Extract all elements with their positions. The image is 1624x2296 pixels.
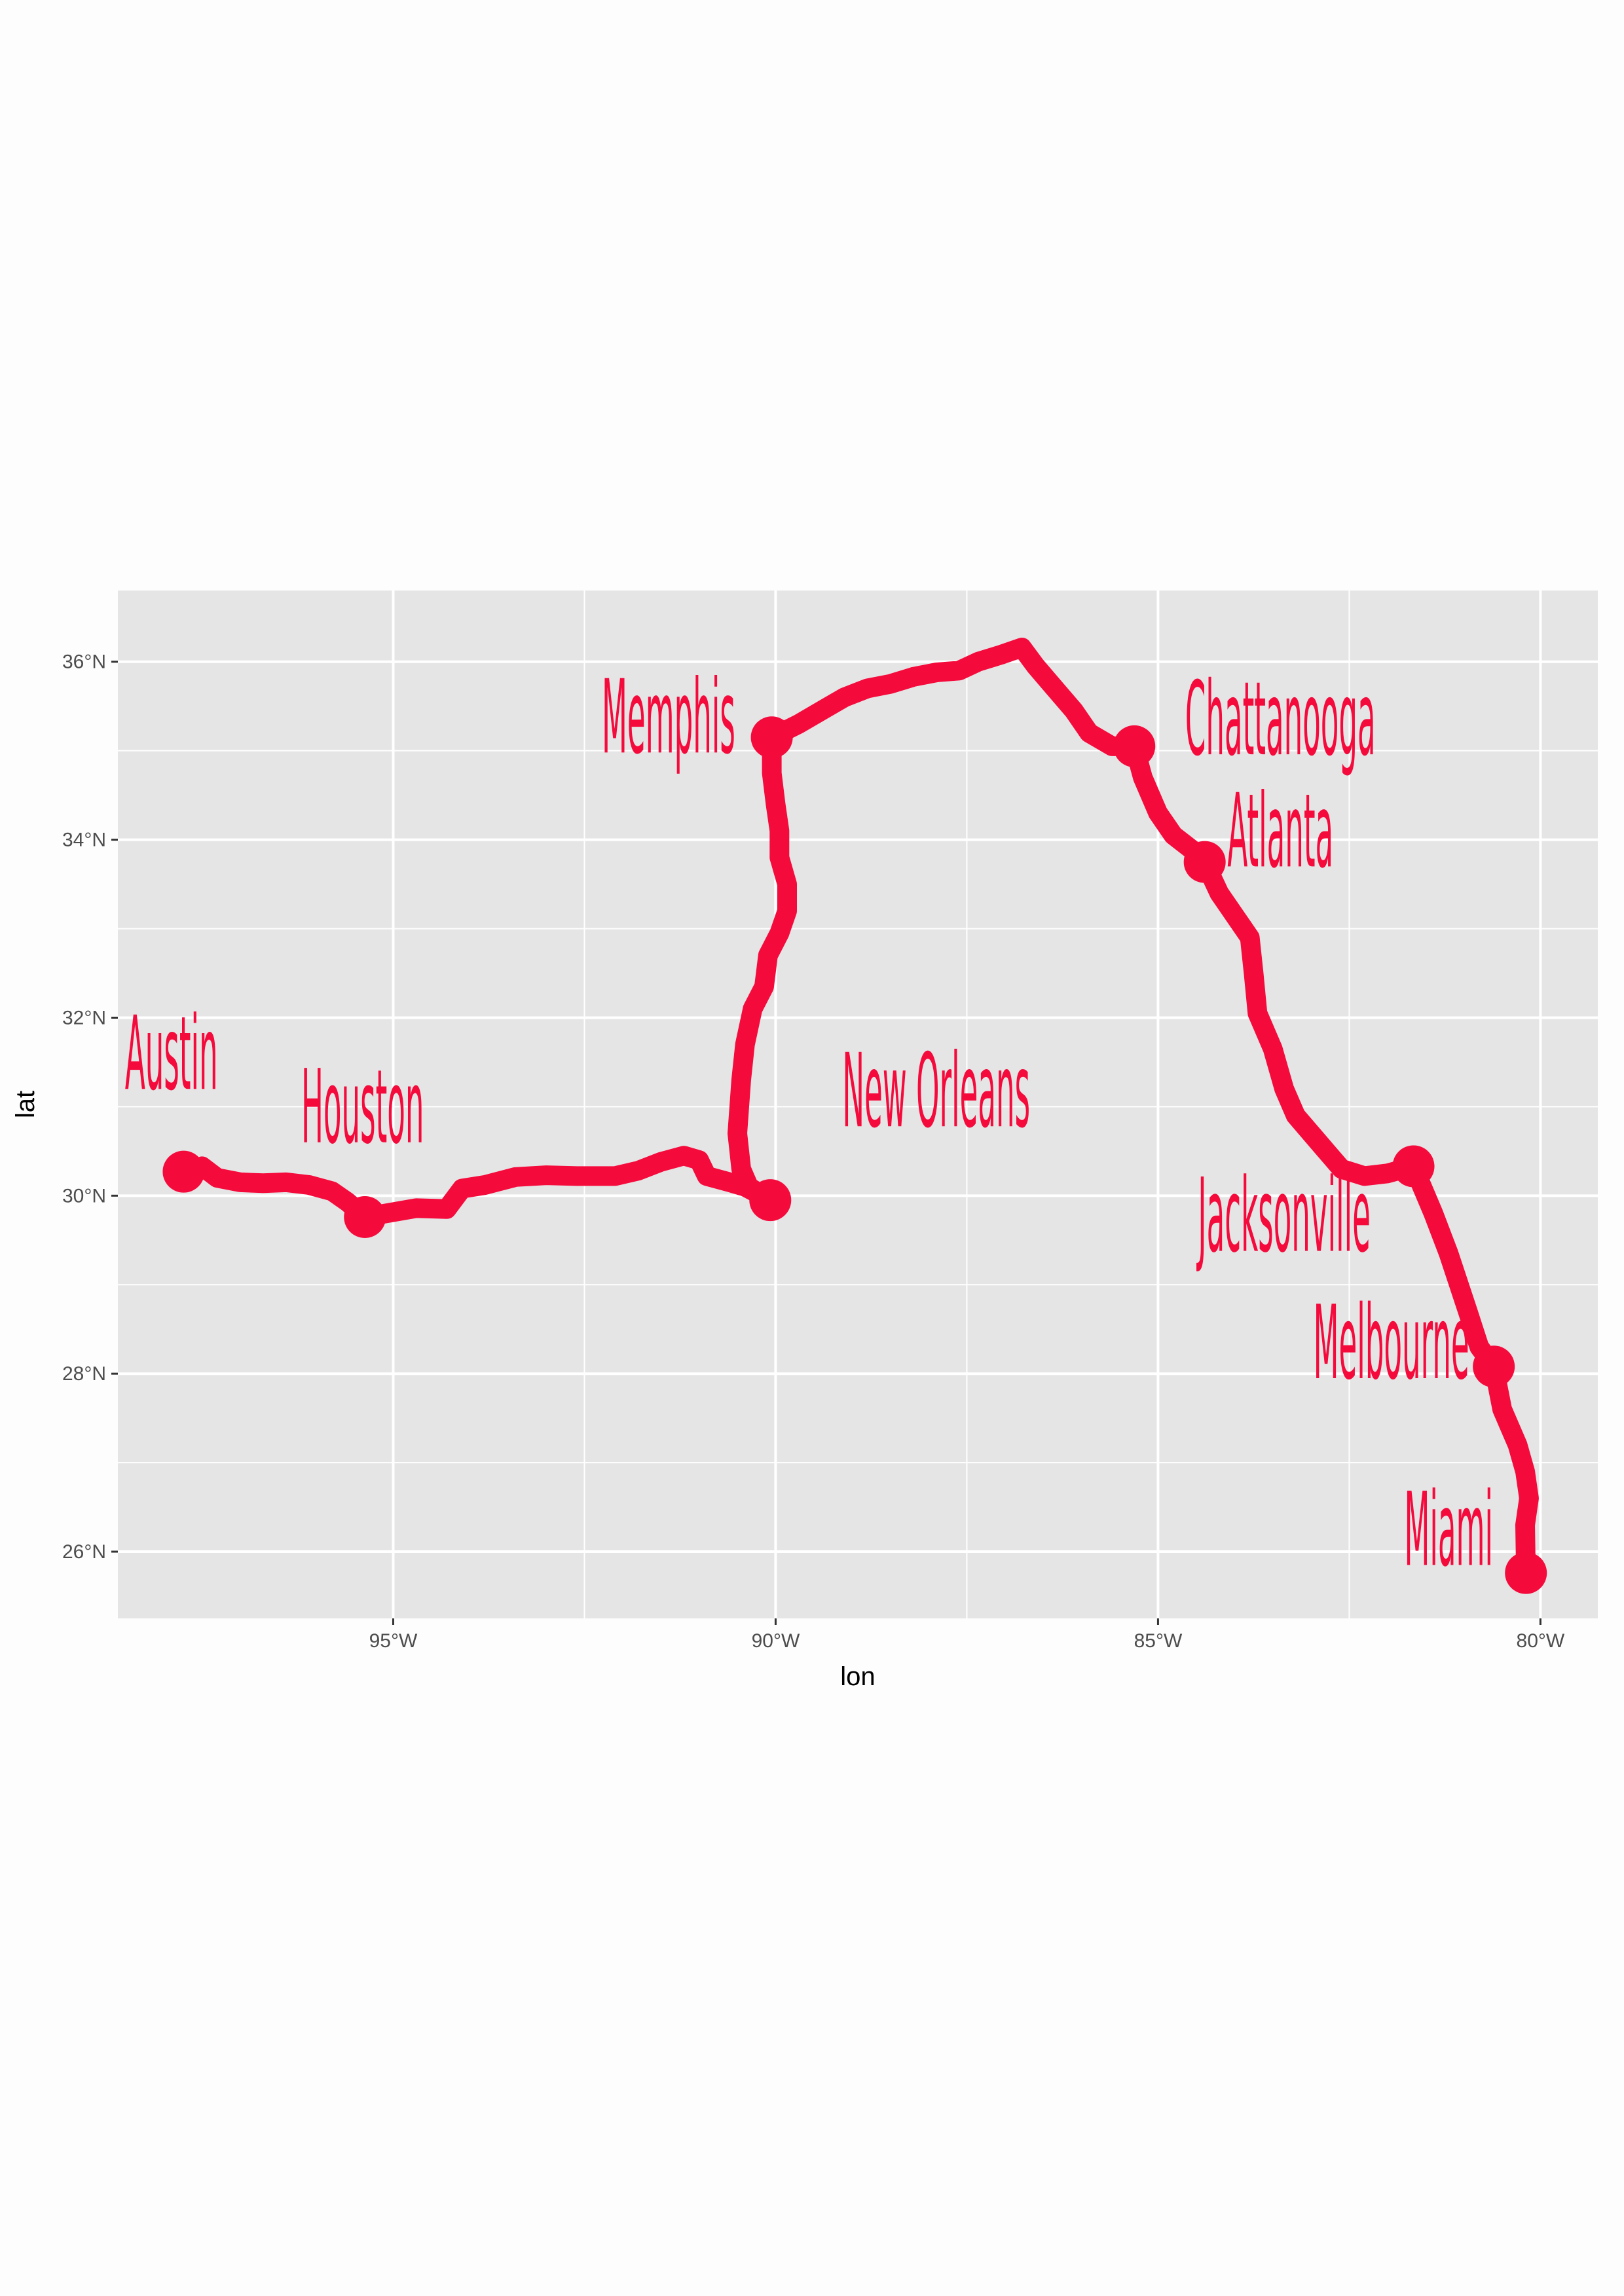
route-line (174, 638, 1539, 1583)
y-axis: 26°N 28°N 30°N 32°N 34°N 36°N (62, 651, 118, 1563)
x-axis: 95°W 90°W 85°W 80°W (369, 1618, 1565, 1652)
x-axis-title: lon (840, 1662, 875, 1691)
y-tick-label: 26°N (62, 1541, 106, 1563)
city-labels: Austin Houston New Orleans Memphis Chattanoo… (125, 659, 1493, 1590)
city-point (1505, 1552, 1547, 1594)
x-tick-label: 85°W (1134, 1630, 1183, 1652)
city-points (162, 716, 1547, 1594)
city-point (162, 1150, 205, 1193)
city-point (344, 1195, 386, 1238)
city-label: Memphis (602, 659, 735, 778)
y-axis-title: lat (11, 1091, 40, 1118)
city-label: New Orleans (842, 1033, 1030, 1152)
city-label: Melbourne (1314, 1285, 1469, 1403)
city-point (749, 1179, 792, 1222)
city-label: Miami (1404, 1472, 1493, 1590)
y-tick-label: 28°N (62, 1363, 106, 1385)
y-tick-label: 30°N (62, 1185, 106, 1207)
city-label: Houston (301, 1049, 424, 1167)
x-tick-label: 95°W (369, 1630, 418, 1652)
x-tick-label: 90°W (752, 1630, 800, 1652)
city-point (750, 716, 793, 759)
city-point (1183, 841, 1226, 883)
plot-panel (118, 591, 1598, 1618)
route-layer (174, 638, 1539, 1583)
city-label: Atlanta (1227, 773, 1333, 892)
x-tick-label: 80°W (1517, 1630, 1565, 1652)
city-label: Austin (125, 996, 218, 1114)
city-label: Chattanooga (1185, 661, 1376, 779)
city-point (1113, 725, 1156, 767)
city-label: Jacksonville (1196, 1157, 1371, 1276)
y-tick-label: 36°N (62, 651, 106, 673)
y-tick-label: 34°N (62, 829, 106, 851)
grid-lines (118, 591, 1598, 1618)
city-point (1473, 1345, 1515, 1388)
y-tick-label: 32°N (62, 1007, 106, 1029)
city-point (1392, 1145, 1435, 1188)
